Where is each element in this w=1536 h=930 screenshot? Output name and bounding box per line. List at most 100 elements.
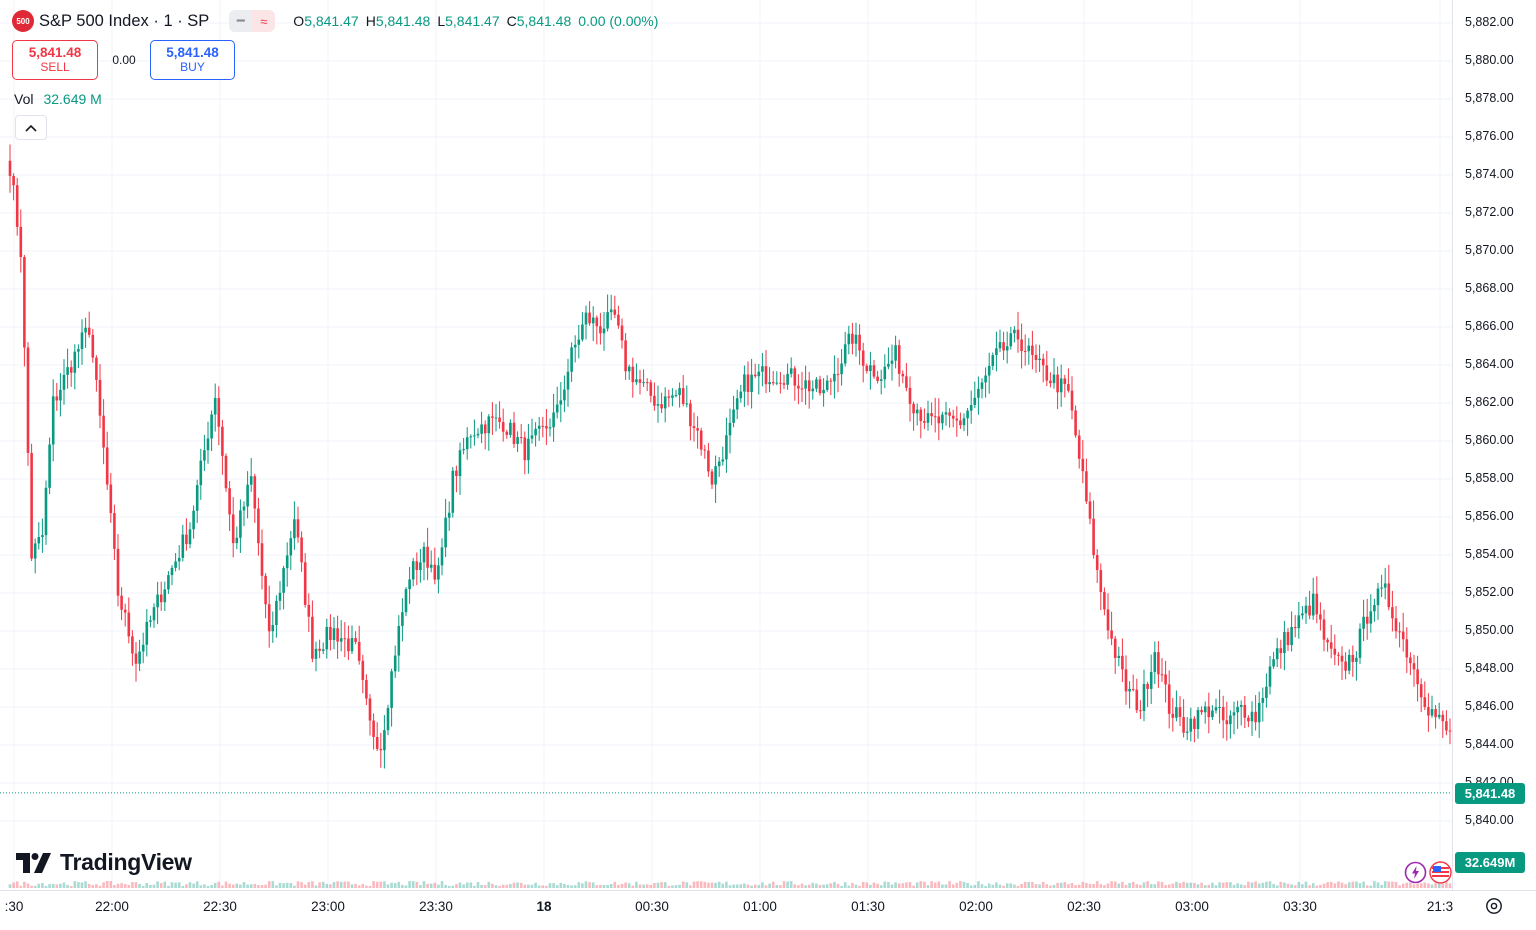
volume-bar (800, 883, 804, 888)
volume-bar (8, 884, 12, 888)
candle (401, 598, 404, 642)
volume-bar (1185, 882, 1189, 888)
candle (1401, 612, 1405, 652)
volume-bar (181, 885, 185, 888)
volume-bar (469, 882, 473, 888)
candle (678, 382, 681, 408)
candle-body (512, 422, 516, 444)
candle (199, 448, 203, 500)
volume-bar (1279, 881, 1283, 888)
volume-bar (1128, 882, 1131, 888)
volume-bar (372, 881, 375, 888)
volume-bar (1088, 883, 1092, 888)
volume-bar (1225, 882, 1229, 888)
sell-button[interactable]: 5,841.48 SELL (12, 40, 98, 80)
candle-body (933, 416, 937, 418)
candle (1221, 695, 1225, 739)
candle (498, 401, 501, 429)
candle (339, 620, 343, 652)
candle (1279, 639, 1283, 669)
candle-body (156, 594, 159, 608)
candle (293, 501, 296, 550)
candle (1020, 323, 1023, 369)
candle (1333, 634, 1337, 666)
candle-body (329, 626, 332, 641)
candle (1362, 599, 1365, 642)
volume-bar (1077, 884, 1081, 888)
volume-tag: 32.649M (1455, 852, 1525, 873)
candle (458, 442, 462, 495)
candle-body (1344, 661, 1347, 671)
volume-bar (829, 883, 833, 888)
volume-bar (645, 884, 649, 888)
us-flag-event-icon[interactable] (1429, 861, 1452, 884)
candle-body (642, 382, 645, 384)
collapse-legend-button[interactable] (15, 115, 47, 140)
candle-body (1423, 697, 1427, 708)
candle-body (1257, 702, 1261, 723)
candle (825, 375, 829, 392)
time-scale[interactable]: :30 22:00 22:30 23:00 23:30 18 00:30 01:00 01:30… (0, 890, 1536, 930)
candle (1283, 620, 1286, 671)
lightning-event-icon[interactable] (1404, 861, 1427, 884)
chart-settings-icon[interactable] (1484, 896, 1504, 916)
tradingview-watermark[interactable]: TradingView (16, 849, 192, 876)
candle-body (991, 355, 995, 366)
candle-body (1059, 378, 1063, 393)
candle-body (174, 561, 177, 568)
candle (908, 376, 912, 422)
price-pane[interactable]: 500 S&P 500 Index · 1 · SP ━ ≈ O5,841.47… (0, 0, 1452, 890)
candle-body (239, 510, 242, 538)
candle (379, 732, 383, 768)
volume-bar (933, 882, 937, 888)
candle-body (1337, 654, 1340, 656)
price-scale[interactable]: 5,882.00 5,880.00 5,878.00 5,876.00 5,874.00… (1452, 0, 1536, 890)
candle-body (725, 435, 728, 460)
candle-body (170, 567, 174, 576)
candle (1088, 492, 1092, 525)
candle (1441, 710, 1445, 738)
candle-body (797, 385, 800, 389)
volume-bar (1034, 884, 1038, 888)
volume-bar (249, 884, 253, 888)
candle-body (908, 387, 912, 404)
volume-bar (1265, 881, 1268, 888)
volume-bar (1427, 883, 1430, 888)
candle (62, 359, 66, 405)
volume-label[interactable]: Vol (14, 91, 34, 107)
candle-body (1380, 587, 1383, 589)
candle-body (152, 607, 156, 621)
buy-button[interactable]: 5,841.48 BUY (150, 40, 235, 80)
candle (1416, 655, 1419, 702)
candle-body (735, 398, 739, 410)
candle-body (861, 350, 865, 366)
candle-body (570, 347, 573, 372)
candle (793, 366, 797, 401)
candle-body (109, 484, 113, 514)
candle-body (422, 546, 426, 563)
volume-bar (203, 884, 206, 888)
candle (109, 472, 113, 523)
candle (473, 419, 476, 446)
candle-body (710, 471, 714, 485)
minus-icon[interactable]: ━ (229, 10, 253, 32)
candle (321, 642, 325, 655)
candle-body (1297, 615, 1301, 629)
candle-body (8, 160, 12, 176)
candlestick-chart[interactable] (0, 0, 1452, 890)
volume-bar (635, 881, 638, 888)
volume-bar (1311, 883, 1315, 888)
volume-bar (343, 881, 347, 888)
volume-bar (415, 881, 419, 888)
candle-body (1020, 339, 1023, 351)
approx-icon[interactable]: ≈ (252, 10, 276, 32)
candle (1059, 364, 1063, 407)
volume-bar (1049, 885, 1052, 888)
volume-bar (361, 883, 365, 888)
candle-body (1038, 358, 1041, 361)
candle (933, 397, 937, 433)
symbol-title[interactable]: S&P 500 Index · 1 · SP (39, 11, 210, 30)
candle-body (1445, 721, 1448, 731)
candle (883, 354, 887, 389)
